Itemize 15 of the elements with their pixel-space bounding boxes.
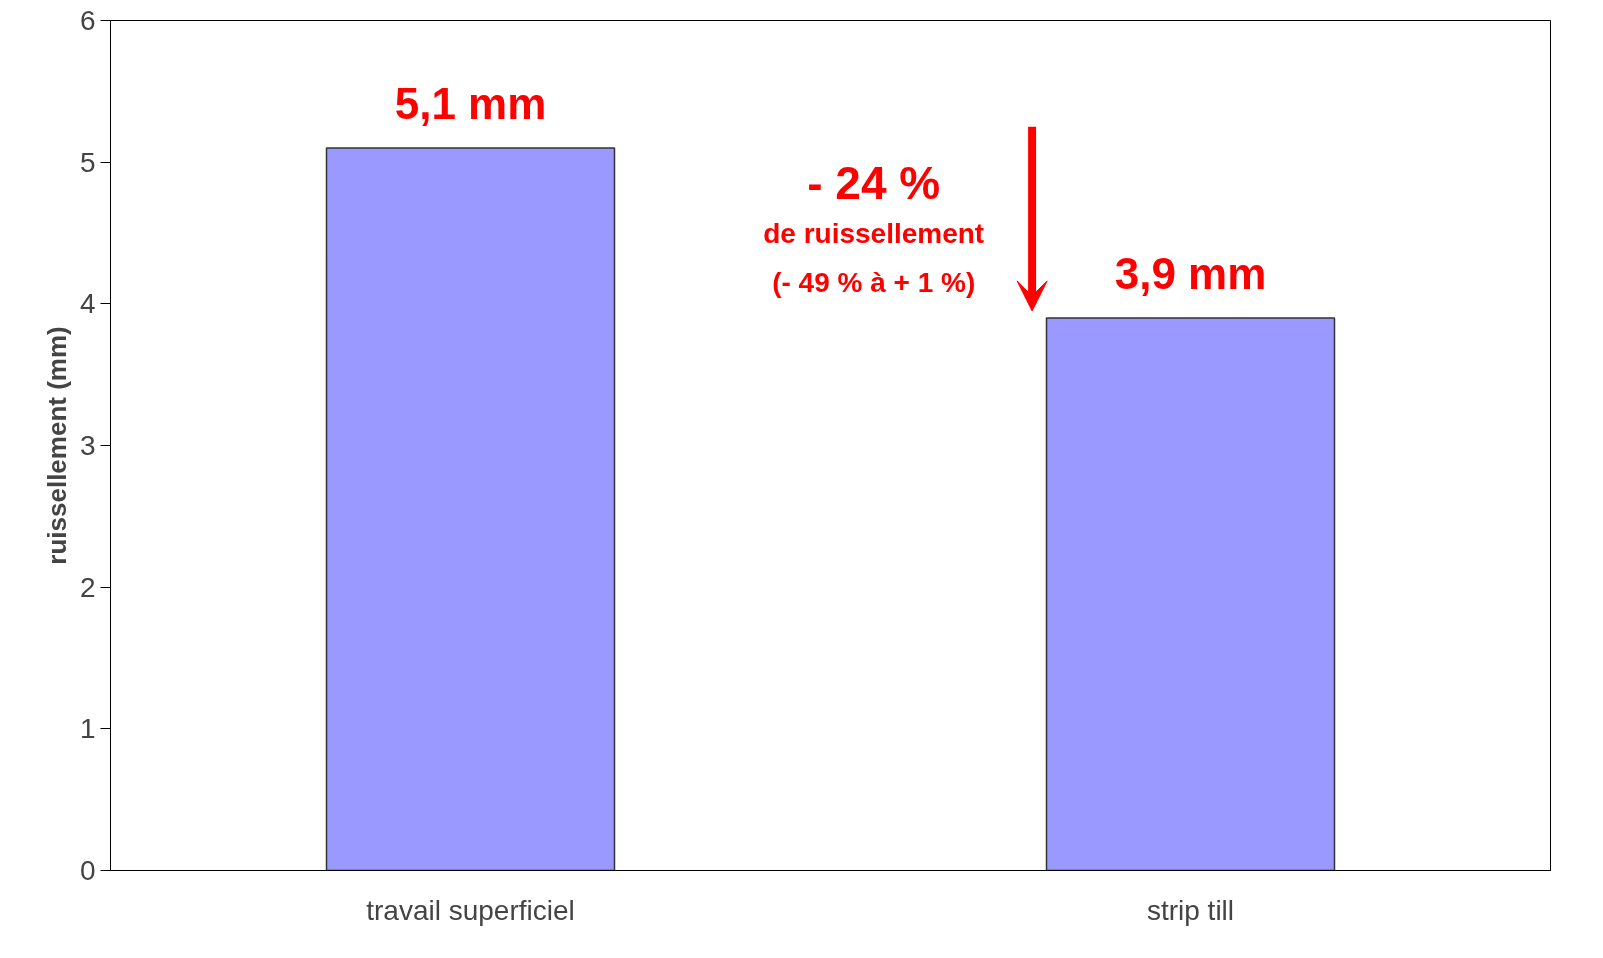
- y-tick-label: 1: [79, 713, 96, 745]
- annotation: - 24 %: [807, 157, 941, 210]
- annotation: (- 49 % à + 1 %): [772, 267, 976, 299]
- x-tick-label: strip till: [1146, 894, 1235, 926]
- y-tick-label: 5: [79, 146, 96, 178]
- y-axis-title: ruissellement (mm): [41, 326, 72, 565]
- y-tick-label: 2: [79, 571, 96, 603]
- data-label: 3,9 mm: [1114, 249, 1267, 298]
- y-tick-label: 4: [79, 288, 96, 320]
- x-tick-label: travail superficiel: [366, 894, 575, 926]
- y-tick-label: 0: [79, 855, 96, 886]
- y-tick-label: 6: [79, 5, 96, 36]
- data-label: 5,1 mm: [394, 79, 547, 128]
- annotation: de ruissellement: [763, 217, 985, 249]
- y-tick-label: 3: [79, 430, 96, 461]
